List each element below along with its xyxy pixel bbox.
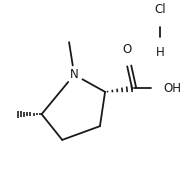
Text: H: H: [156, 46, 164, 59]
Text: N: N: [70, 68, 79, 81]
Text: OH: OH: [163, 82, 181, 95]
Text: O: O: [123, 43, 132, 56]
Text: Cl: Cl: [154, 3, 166, 16]
